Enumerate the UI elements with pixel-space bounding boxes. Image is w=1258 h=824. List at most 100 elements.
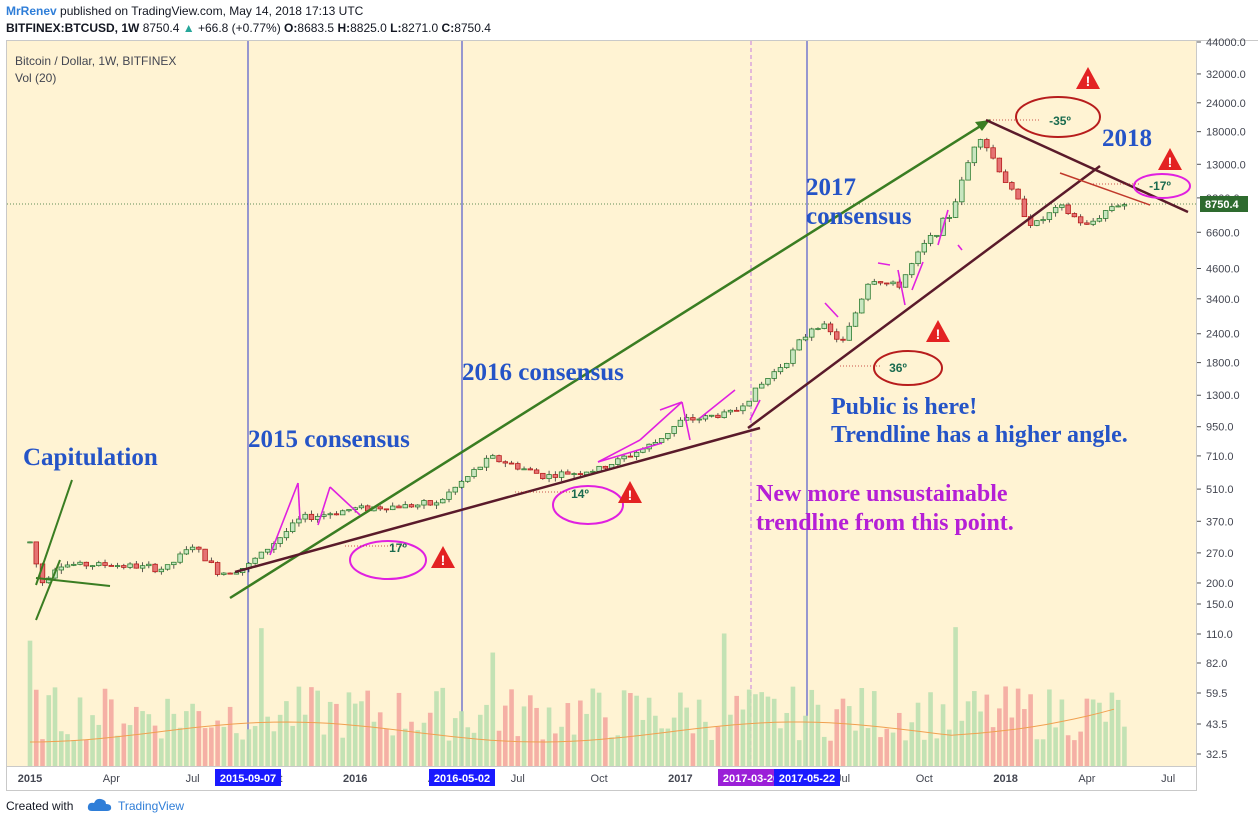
candle-body <box>58 566 64 571</box>
volume-bar <box>1103 721 1108 766</box>
volume-bar <box>978 711 983 766</box>
volume-bar <box>96 724 102 766</box>
price-axis[interactable] <box>1197 40 1258 767</box>
pump-leg-line <box>597 442 663 463</box>
candle-body <box>677 419 684 427</box>
chart-footer: Created with TradingView <box>0 791 1258 824</box>
candle-body <box>177 553 183 563</box>
pump-leg-line <box>297 482 301 521</box>
cloud-icon <box>87 798 112 811</box>
volume-bar <box>678 692 683 766</box>
volume-bar <box>1022 709 1027 766</box>
candle-body <box>27 541 33 544</box>
candle-body <box>902 274 909 288</box>
volume-bar <box>127 725 133 766</box>
capitulation-arrow <box>35 577 111 587</box>
y-tick-label: 24000.0 <box>1206 98 1246 110</box>
volume-bar <box>277 714 283 766</box>
volume-bar <box>359 701 364 766</box>
x-tick-label: 2015 <box>18 773 42 785</box>
warning-icon-mark: ! <box>441 552 446 568</box>
volume-bar <box>690 733 696 766</box>
candle-body <box>1102 210 1109 219</box>
volume-bar <box>1109 692 1115 766</box>
y-tick-label: 270.0 <box>1206 548 1234 560</box>
candle-body <box>721 411 727 418</box>
y-tick-label: 44000.0 <box>1206 37 1246 49</box>
y-tick-label: 6600.0 <box>1206 227 1240 239</box>
volume-bar <box>377 712 383 766</box>
y-tick-label: 150.0 <box>1206 599 1234 611</box>
time-axis[interactable] <box>6 767 1197 791</box>
candle-body <box>158 568 165 573</box>
pump-leg-line <box>911 261 924 291</box>
volume-bar <box>790 686 796 766</box>
date-badge <box>429 769 495 786</box>
x-tick-label: Apr <box>1078 773 1095 785</box>
volume-bar <box>434 691 439 766</box>
volume-bar <box>459 711 464 766</box>
volume-bar <box>190 703 195 766</box>
volume-bar <box>1015 688 1021 766</box>
volume-bar <box>296 686 302 766</box>
candle-body <box>164 564 171 570</box>
support-trendline-2017 <box>747 164 1101 430</box>
candle-body <box>308 513 315 520</box>
volume-bar <box>252 726 258 766</box>
volume-bar <box>803 715 808 766</box>
candle-body <box>658 438 665 443</box>
volume-bar <box>83 739 89 766</box>
volume-bar <box>665 728 671 766</box>
warning-icon-mark: ! <box>628 487 633 503</box>
warning-icon <box>926 320 950 342</box>
candle-body <box>708 414 715 417</box>
candle-body <box>146 563 152 567</box>
volume-bar <box>771 698 777 766</box>
volume-bar <box>159 738 164 766</box>
candle-body <box>696 418 702 421</box>
y-tick-label: 950.0 <box>1206 422 1234 434</box>
candle-body <box>496 455 502 463</box>
volume-bar <box>221 726 227 766</box>
candle-body <box>433 502 440 506</box>
volume-bar <box>878 737 883 766</box>
volume-bar <box>52 687 58 766</box>
candle-body <box>302 513 308 520</box>
volume-bar <box>915 702 921 766</box>
candle-body <box>784 362 790 368</box>
candle-body <box>102 562 108 566</box>
candle-body <box>1002 171 1009 183</box>
candle-body <box>108 565 114 567</box>
tradingview-brand-link[interactable]: TradingView <box>118 799 185 813</box>
y-tick-label: 3400.0 <box>1206 294 1240 306</box>
volume-bar <box>596 692 602 766</box>
candle-body <box>1034 220 1040 226</box>
chart-annotation: 2017 <box>806 174 856 201</box>
volume-bar <box>121 723 127 766</box>
candle-body <box>533 469 540 474</box>
candle-body <box>71 563 77 566</box>
candle-body <box>665 433 671 439</box>
volume-bar <box>215 720 220 766</box>
y-tick-label: 18000.0 <box>1206 127 1246 139</box>
candle-body <box>214 562 221 575</box>
candle-body <box>189 546 196 551</box>
volume-bar <box>947 729 952 766</box>
volume-bar <box>302 714 308 766</box>
x-tick-label: Jul <box>511 773 525 785</box>
pump-leg-line <box>749 399 761 421</box>
created-with-label: Created with <box>6 799 74 813</box>
author-link[interactable]: MrRenev <box>6 4 57 18</box>
volume-bar <box>890 732 896 766</box>
volume-bar <box>734 695 739 766</box>
support-trendline-2015 <box>234 426 761 574</box>
y-tick-label: 110.0 <box>1206 629 1233 641</box>
volume-bar <box>465 727 471 766</box>
warning-icon <box>431 546 455 568</box>
volume-bar <box>1097 702 1102 766</box>
volume-bar <box>234 733 239 766</box>
volume-bar <box>984 694 990 766</box>
volume-bar <box>728 714 733 766</box>
volume-bar <box>671 717 677 766</box>
volume-bar <box>1009 717 1015 766</box>
